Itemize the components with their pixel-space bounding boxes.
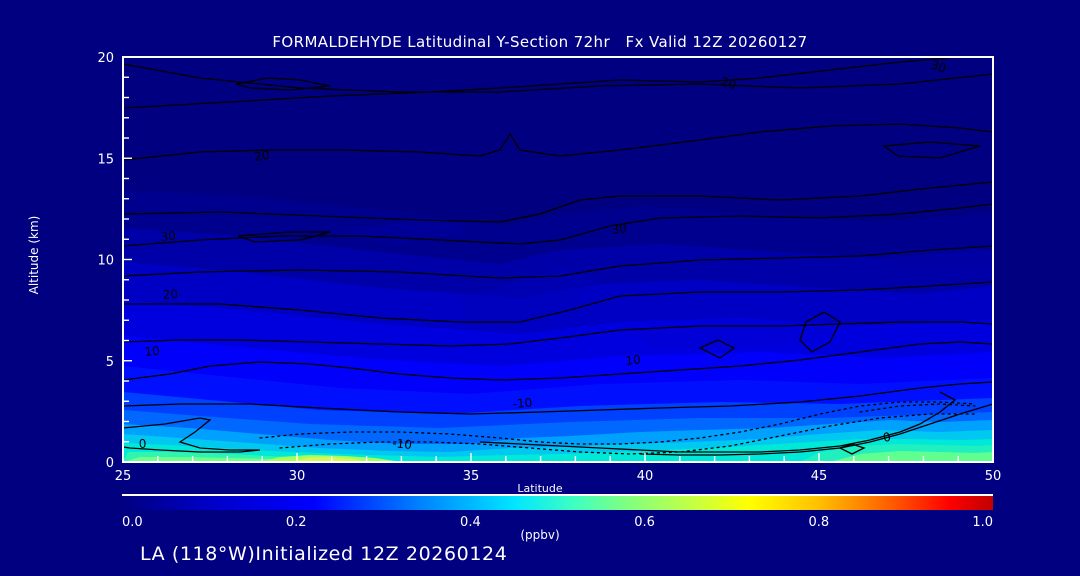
x-axis-title: Latitude: [517, 482, 563, 495]
contour-label: 20: [719, 74, 738, 92]
contour-label: 30: [160, 229, 176, 244]
y-tick-labels: 0 5 10 15 20: [97, 51, 114, 471]
contour-labels: 30 20 10 0 -10 -10 10 30 20 20 30 0: [138, 58, 948, 452]
y-axis-ticks: [123, 56, 132, 463]
colorbar-units-label: (ppbv): [520, 528, 560, 542]
x-tick-label: 25: [115, 469, 132, 484]
x-tick-label: 50: [985, 469, 1002, 484]
contour-label: -10: [512, 396, 533, 411]
contour-label: 30: [929, 58, 948, 76]
colorbar-tick-label: 0.0: [122, 515, 143, 530]
colorbar-tick-labels: 0.0 0.2 0.4 0.6 0.8 1.0: [122, 515, 993, 530]
y-tick-label: 5: [106, 355, 114, 370]
contour-label: 10: [625, 352, 642, 368]
contour-label: 20: [162, 287, 178, 302]
contour-label: 30: [611, 221, 628, 237]
y-axis-title: Altitude (km): [27, 215, 41, 295]
x-tick-label: 35: [463, 469, 480, 484]
y-tick-label: 10: [97, 254, 114, 269]
x-tick-labels: 25 30 35 40 45 50: [115, 469, 1002, 484]
colorbar-tick-label: 0.6: [634, 515, 655, 530]
colorbar: [122, 496, 993, 510]
x-axis-ticks: [122, 453, 994, 462]
contour-label: 20: [253, 148, 270, 164]
colorbar-tick-label: 0.4: [460, 515, 481, 530]
x-tick-label: 40: [637, 469, 654, 484]
colorbar-tick-label: 1.0: [972, 515, 993, 530]
y-tick-label: 20: [97, 51, 114, 66]
shaded-field: [123, 57, 993, 462]
contour-label: 10: [144, 343, 161, 359]
y-tick-label: 0: [106, 456, 114, 471]
contour-label: 0: [882, 430, 892, 445]
negative-isotherm-contours: [259, 401, 976, 455]
contour-label: 0: [138, 437, 146, 451]
colorbar-tick-label: 0.2: [286, 515, 307, 530]
x-tick-label: 30: [289, 469, 306, 484]
figure-title: FORMALDEHYDE Latitudinal Y-Section 72hr …: [272, 33, 808, 51]
x-tick-label: 45: [811, 469, 828, 484]
contour-label: -10: [392, 436, 413, 452]
y-tick-label: 15: [97, 152, 114, 167]
colorbar-tick-label: 0.8: [808, 515, 829, 530]
figure-caption: LA (118°W)Initialized 12Z 20260124: [140, 543, 508, 565]
isotherm-contours: [123, 57, 993, 456]
